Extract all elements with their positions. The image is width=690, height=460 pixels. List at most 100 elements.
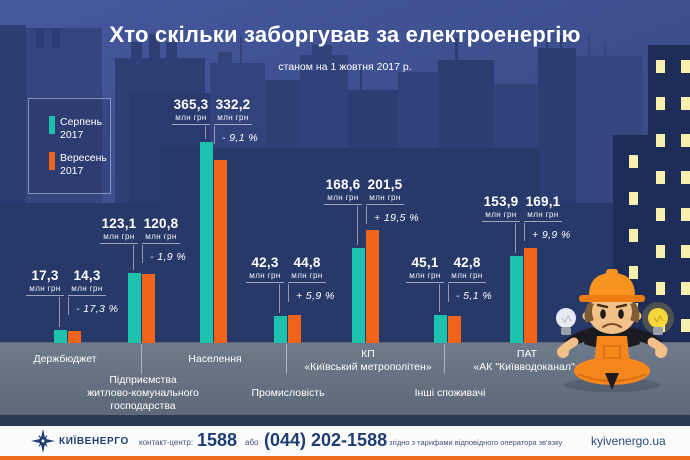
chimney (149, 34, 160, 62)
face (588, 292, 636, 334)
legend: Серпень 2017 Вересень 2017 (28, 98, 111, 194)
contact-center-label: контакт-центр: (139, 438, 194, 447)
building-window (656, 60, 665, 73)
bar-august (200, 142, 213, 343)
hair-tuft (584, 302, 594, 323)
building-window (656, 208, 665, 221)
building-window (629, 155, 638, 168)
bulb-base (561, 327, 571, 335)
category-band (0, 342, 690, 415)
bar-september (288, 315, 301, 343)
percent-change-label: - 17,3 % (76, 303, 119, 315)
chimney (166, 42, 177, 62)
value-label-september: 14,3 млн грн (68, 269, 106, 296)
kyivenergo-logo-icon (30, 428, 56, 454)
percent-change-label: - 1,9 % (150, 251, 187, 263)
bar-august (128, 273, 141, 343)
value-label-august: 153,9 млн грн (482, 195, 520, 222)
bar-september (142, 274, 155, 343)
value-label-september: 120,8 млн грн (142, 217, 180, 244)
value-label-september: 42,8 млн грн (448, 256, 486, 283)
building-window (629, 229, 638, 242)
connector-line (515, 223, 516, 253)
value-label-september: 169,1 млн грн (524, 195, 562, 222)
connector-line (205, 126, 206, 139)
category-label: Інші споживачі (414, 387, 486, 399)
percent-change-label: + 5,9 % (296, 290, 335, 302)
value-label-september: 44,8 млн грн (288, 256, 326, 283)
bulb-base (653, 327, 663, 335)
legend-label: Вересень 2017 (60, 152, 107, 177)
website-link[interactable]: kyivenergo.ua (591, 434, 666, 448)
building-window (681, 171, 690, 184)
bar-august (434, 315, 447, 343)
antenna (560, 36, 562, 49)
hard-hat-brim (579, 295, 645, 302)
chimney (131, 42, 142, 62)
bar-september (214, 160, 227, 343)
boot (605, 373, 619, 390)
legend-item-september: Вересень 2017 (49, 152, 118, 177)
footer-divider-strip (0, 415, 690, 426)
value-label-august: 42,3 млн грн (246, 256, 284, 283)
antenna (455, 38, 458, 61)
percent-change-label: - 9,1 % (222, 132, 259, 144)
bulb-filament (561, 314, 572, 324)
august-swatch-icon (49, 116, 55, 134)
category-label: Держбюджет (33, 353, 97, 365)
subtitle: станом на 1 жовтня 2017 р. (278, 61, 412, 73)
percent-change-label: + 9,9 % (532, 229, 571, 241)
right-hand (655, 346, 667, 358)
hair-tuft (630, 302, 640, 323)
category-label: Населення (188, 353, 242, 365)
legend-label: Серпень 2017 (60, 116, 103, 141)
light-bulb-off-icon (556, 308, 576, 328)
building-window (656, 134, 665, 147)
building-window (681, 134, 690, 147)
connector-line (524, 223, 525, 241)
category-label: КП «Київський метрополітен» (304, 348, 432, 373)
phone-full: (044) 202-1588 (264, 430, 388, 450)
tariff-disclaimer: згідно з тарифами відповідного оператора… (389, 438, 563, 447)
bar-september (524, 248, 537, 343)
connector-line (142, 245, 143, 263)
building-window (656, 97, 665, 110)
overalls-pocket (603, 345, 621, 359)
connector-line (279, 284, 280, 313)
percent-change-label: + 19,5 % (374, 212, 419, 224)
building-window (681, 208, 690, 221)
value-label-september: 201,5 млн грн (366, 178, 404, 205)
antenna (360, 65, 362, 91)
connector-line (133, 245, 134, 270)
legend-item-august: Серпень 2017 (49, 116, 118, 141)
value-label-august: 365,3 млн грн (172, 98, 210, 125)
building-window (656, 245, 665, 258)
frown-mouth (602, 323, 622, 328)
building-vent (52, 28, 60, 48)
label-connector-tick (444, 344, 445, 374)
bar-august (274, 316, 287, 343)
phone-short: 1588 (197, 430, 238, 450)
connector-line (357, 206, 358, 245)
connector-line (448, 284, 449, 302)
category-label: Промисловість (251, 387, 325, 399)
bar-september (366, 230, 379, 343)
building-window (629, 192, 638, 205)
bar-august (352, 248, 365, 343)
building-window (681, 282, 690, 295)
roof-box (312, 45, 332, 57)
hard-hat-dome (589, 273, 635, 296)
building-window (681, 60, 690, 73)
category-label: Підприємства житлово-комунального господар… (87, 374, 199, 412)
left-hand (557, 346, 569, 358)
antenna (604, 42, 606, 57)
building-window (656, 282, 665, 295)
label-connector-tick (141, 344, 142, 374)
eye (600, 309, 606, 319)
building-vent (36, 28, 44, 48)
connector-line (439, 284, 440, 312)
footer-orange-bar (0, 456, 690, 460)
eyebrow (596, 303, 609, 309)
antenna (240, 36, 242, 64)
value-label-august: 17,3 млн грн (26, 269, 64, 296)
